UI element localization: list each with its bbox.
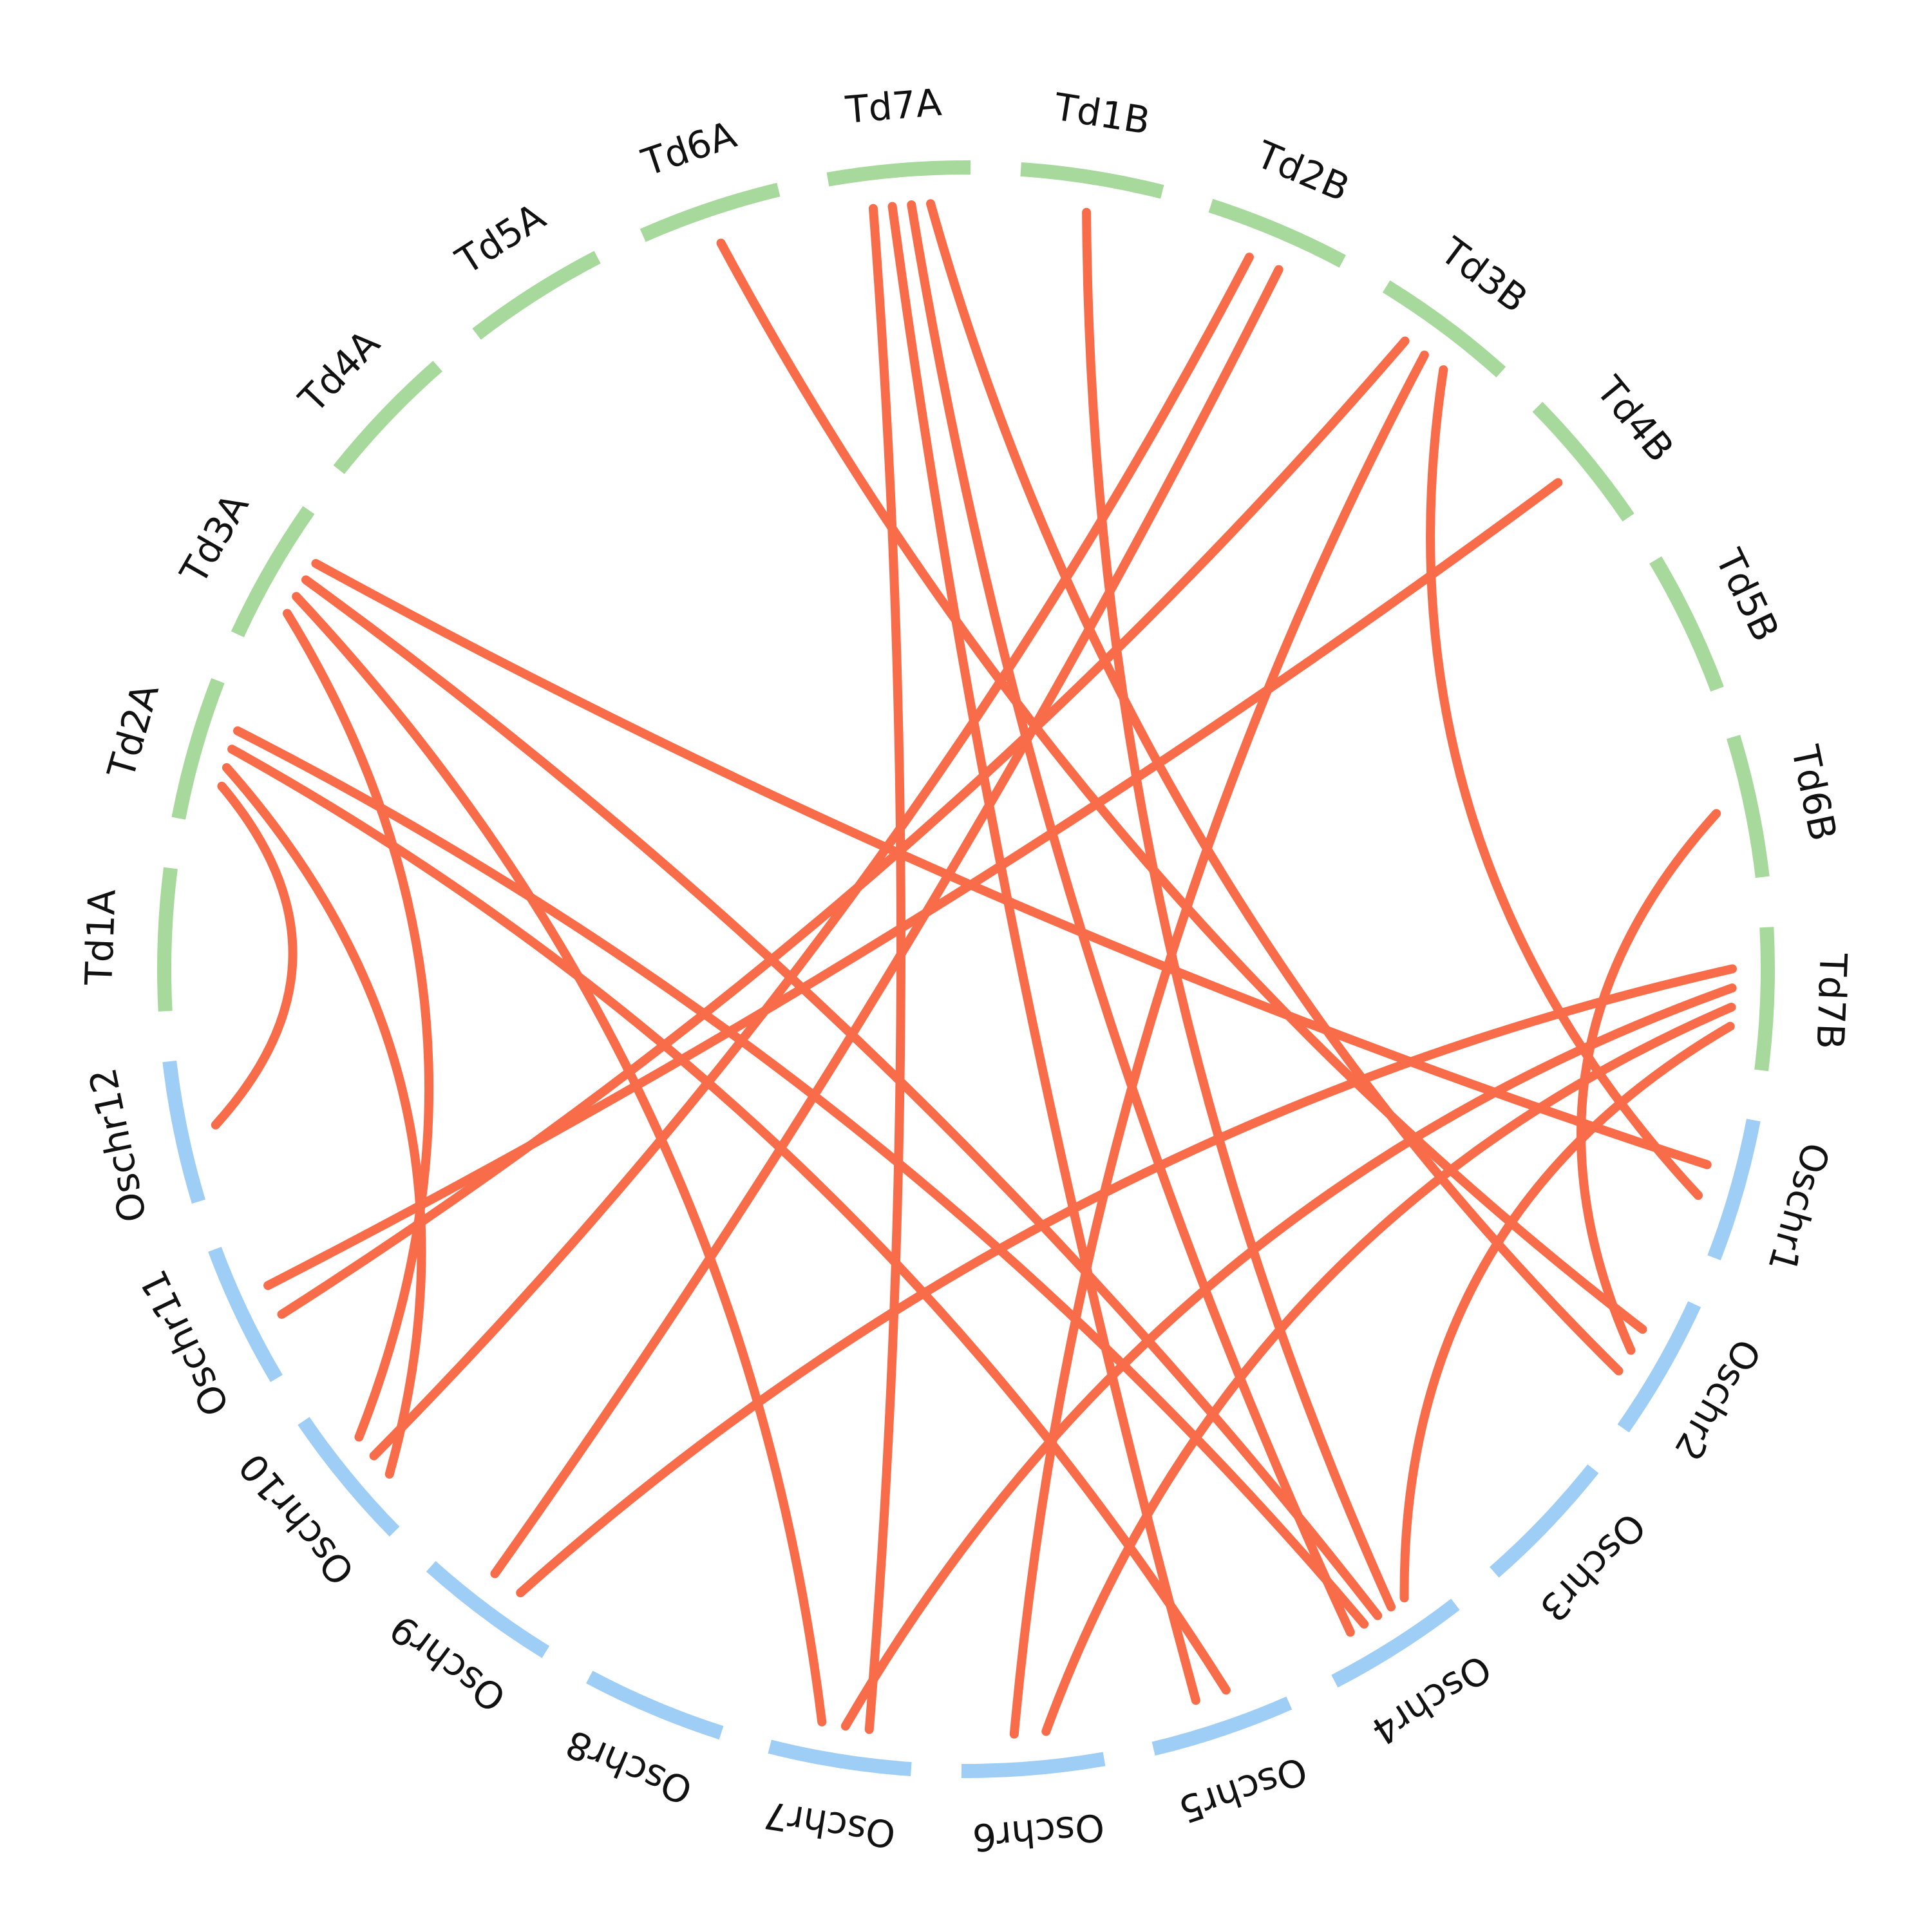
segment-td2b [1208, 198, 1346, 268]
labels-layer: Td1A Td2A Td3A Td4A Td5A Td6A Td7A Td1B Td2B Td3B… [77, 80, 1855, 1860]
segment-label-td1b: Td1B [1051, 84, 1153, 143]
link-oschr1-td3a [311, 558, 1712, 1170]
segment-oschr4 [1331, 1598, 1460, 1688]
segment-td4a [333, 361, 442, 475]
segment-oschr9 [426, 1561, 550, 1658]
segment-label-td6b: Td6B [1783, 741, 1845, 845]
segment-oschr5 [1151, 1696, 1293, 1756]
link-oschr6-td3b [1009, 350, 1429, 1739]
segment-label-td2a: Td2A [99, 679, 167, 784]
link-oschr4-td3a [301, 575, 1383, 1620]
link-oschr12-td2a [211, 781, 298, 1130]
segment-td7a [826, 160, 971, 187]
segment-label-oschr1: Oschr1 [1759, 1138, 1838, 1277]
segment-label-oschr6: Oschr6 [971, 1805, 1106, 1860]
segment-td5b [1649, 556, 1724, 692]
segment-label-td7a: Td7A [843, 80, 943, 132]
link-oschr11-td3b [277, 336, 1410, 1319]
segment-oschr12 [162, 1060, 205, 1204]
segment-oschr1 [1707, 1119, 1761, 1260]
segment-label-oschr8: Oschr8 [560, 1721, 699, 1813]
segment-label-td3b: Td3B [1432, 229, 1536, 321]
segment-label-td5a: Td5A [448, 194, 553, 283]
link-oschr4-td7a [907, 200, 1355, 1637]
segment-td2a [171, 678, 225, 820]
segment-label-td7b: Td7B [1808, 952, 1855, 1050]
segment-oschr8 [586, 1671, 724, 1740]
segment-td6b [1727, 735, 1770, 878]
segment-td7b [1754, 927, 1775, 1072]
segment-td4b [1532, 402, 1634, 522]
segment-td1b [1020, 162, 1164, 199]
segment-label-oschr12: Oschr12 [80, 1065, 155, 1226]
link-oschr10-td2a [222, 762, 426, 1479]
link-oschr2-td7a [926, 199, 1624, 1376]
links-layer [211, 199, 1737, 1739]
segment-label-oschr11: Oschr11 [131, 1264, 238, 1423]
link-oschr7-td7b [840, 983, 1737, 1731]
segment-td5a [472, 251, 601, 340]
link-oschr9-td2b [490, 265, 1283, 1578]
link-oschr10-td3a [283, 609, 434, 1442]
segment-label-td1a: Td1A [77, 888, 124, 987]
link-oschr2-td6b [1577, 809, 1721, 1355]
link-oschr4-td1b [1082, 207, 1396, 1612]
segment-label-oschr7: Oschr7 [761, 1793, 898, 1857]
segment-td1a [157, 867, 178, 1012]
segment-label-td4b: Td4B [1587, 368, 1683, 470]
segment-label-oschr2: Oschr2 [1665, 1332, 1769, 1468]
link-oschr5-td2a [227, 744, 1231, 1695]
segment-label-td2b: Td2B [1249, 132, 1356, 210]
segment-oschr11 [208, 1247, 283, 1383]
segment-label-oschr5: Oschr5 [1173, 1748, 1312, 1832]
segment-oschr10 [298, 1417, 400, 1537]
segment-label-td6a: Td6A [636, 112, 742, 184]
link-oschr4-td2a [233, 726, 1369, 1629]
segment-td3b [1382, 280, 1506, 377]
link-oschr10-td2b [369, 252, 1254, 1461]
link-oschr1-td3b [1426, 365, 1703, 1200]
segment-oschr3 [1490, 1464, 1599, 1578]
segment-label-oschr4: Oschr4 [1364, 1646, 1499, 1754]
link-oschr9-td7b [516, 964, 1737, 1598]
link-oschr7-td3a [292, 592, 827, 1727]
segment-label-td3a: Td3A [171, 486, 258, 592]
segment-oschr7 [768, 1739, 912, 1777]
segment-label-td5b: Td5B [1707, 542, 1788, 649]
link-oschr2-td6a [716, 238, 1647, 1334]
link-oschr7-td7a [864, 204, 906, 1734]
segment-label-td4a: Td4A [290, 321, 388, 422]
segment-td6a [639, 182, 781, 242]
link-oschr5-td7a [887, 202, 1200, 1705]
segment-oschr6 [961, 1752, 1106, 1778]
segment-td3a [231, 506, 315, 638]
segments-layer [157, 160, 1775, 1778]
segment-oschr2 [1617, 1301, 1701, 1433]
link-oschr4-td7b [1399, 1021, 1735, 1603]
